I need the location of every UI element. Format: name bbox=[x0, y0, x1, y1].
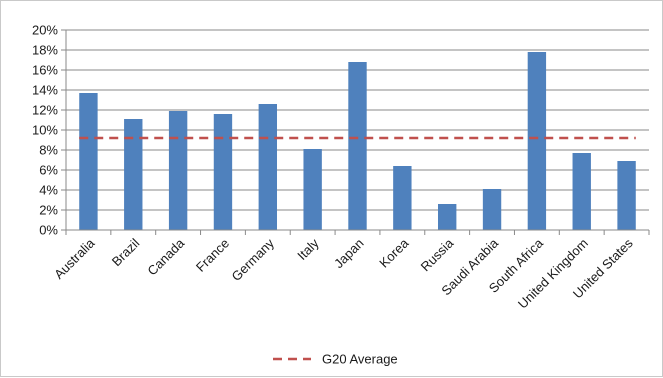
x-tick-label: France bbox=[193, 236, 232, 275]
y-axis-ticks: 0% 2% 4% 6% 8% 10% 12% 14% 16% 18% 20% bbox=[32, 23, 66, 238]
x-tick-label: Italy bbox=[294, 235, 322, 263]
y-tick-label: 10% bbox=[32, 123, 58, 138]
x-tick-label: Germany bbox=[229, 235, 278, 284]
y-tick-label: 6% bbox=[39, 163, 58, 178]
bars bbox=[79, 52, 636, 230]
y-tick-label: 12% bbox=[32, 103, 58, 118]
y-tick-label: 20% bbox=[32, 23, 58, 38]
legend-label: G20 Average bbox=[322, 352, 398, 367]
y-tick-label: 0% bbox=[39, 223, 58, 238]
bar-russia bbox=[437, 204, 457, 230]
y-tick-label: 8% bbox=[39, 143, 58, 158]
x-tick-label: Canada bbox=[144, 235, 187, 278]
bar-south-africa bbox=[527, 52, 547, 230]
y-tick-label: 2% bbox=[39, 203, 58, 218]
x-tick-label: Japan bbox=[331, 236, 367, 272]
bar-brazil bbox=[124, 119, 143, 230]
axes bbox=[65, 30, 650, 235]
bar-canada bbox=[168, 111, 188, 230]
bar-france bbox=[213, 114, 233, 230]
x-tick-label: Brazil bbox=[109, 235, 143, 269]
bar-italy bbox=[303, 149, 322, 230]
bar-australia bbox=[79, 93, 98, 230]
y-tick-label: 4% bbox=[39, 183, 58, 198]
x-tick-label: Korea bbox=[376, 235, 412, 271]
bar-korea bbox=[393, 166, 412, 230]
bar-united-states bbox=[617, 161, 636, 230]
legend: G20 Average bbox=[273, 352, 398, 367]
bar-saudi-arabia bbox=[482, 189, 502, 230]
x-tick-label: Russia bbox=[418, 235, 457, 274]
bar-united-kingdom bbox=[572, 153, 591, 230]
bar-japan bbox=[348, 62, 367, 230]
y-tick-label: 14% bbox=[32, 83, 58, 98]
y-tick-label: 16% bbox=[32, 63, 58, 78]
x-tick-label: Australia bbox=[51, 235, 98, 282]
y-tick-label: 18% bbox=[32, 43, 58, 58]
bar-germany bbox=[258, 104, 278, 230]
